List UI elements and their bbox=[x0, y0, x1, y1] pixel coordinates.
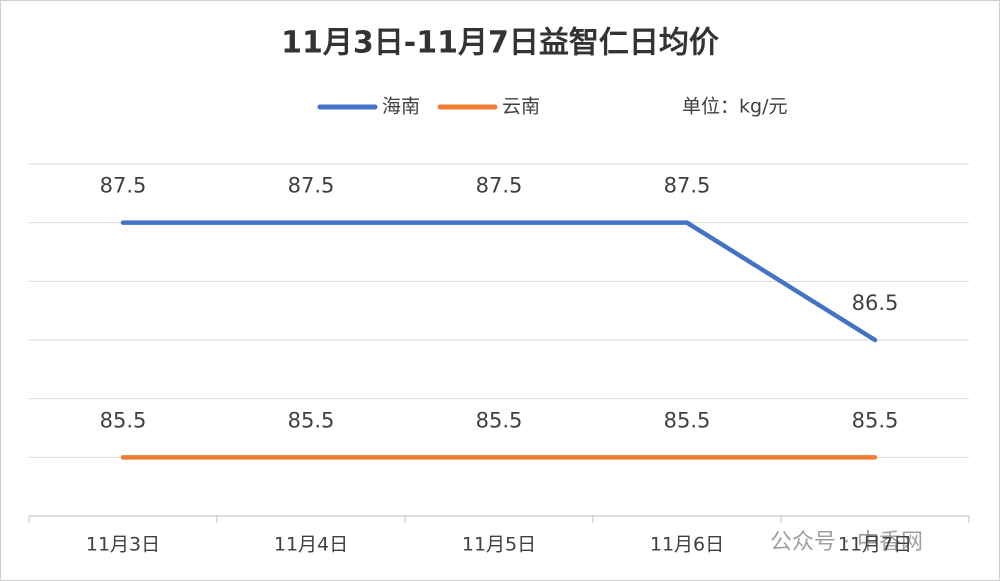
x-tick-label: 11月6日 bbox=[650, 534, 724, 556]
data-label: 85.5 bbox=[100, 408, 147, 432]
series-line bbox=[120, 220, 878, 343]
legend-label: 云南 bbox=[502, 96, 540, 118]
x-tick-label: 11月4日 bbox=[274, 534, 348, 556]
data-label: 85.5 bbox=[476, 408, 523, 432]
watermark: 公众号 · 中香网 bbox=[770, 530, 923, 555]
data-label: 87.5 bbox=[476, 174, 523, 198]
data-label: 85.5 bbox=[288, 408, 335, 432]
x-tick-label: 11月3日 bbox=[86, 534, 160, 556]
unit-note: 单位：kg/元 bbox=[682, 96, 787, 118]
x-tick-label: 11月5日 bbox=[462, 534, 536, 556]
data-label: 87.5 bbox=[100, 174, 147, 198]
legend-label: 海南 bbox=[382, 96, 420, 118]
data-label: 87.5 bbox=[288, 174, 335, 198]
data-label: 85.5 bbox=[664, 408, 711, 432]
data-label: 86.5 bbox=[852, 291, 899, 315]
data-label: 85.5 bbox=[852, 408, 899, 432]
legend: 海南 云南 bbox=[317, 96, 540, 118]
x-tick-label: 11月7日 bbox=[838, 534, 912, 556]
data-label: 87.5 bbox=[664, 174, 711, 198]
chart-title: 11月3日-11月7日益智仁日均价 bbox=[281, 26, 719, 61]
